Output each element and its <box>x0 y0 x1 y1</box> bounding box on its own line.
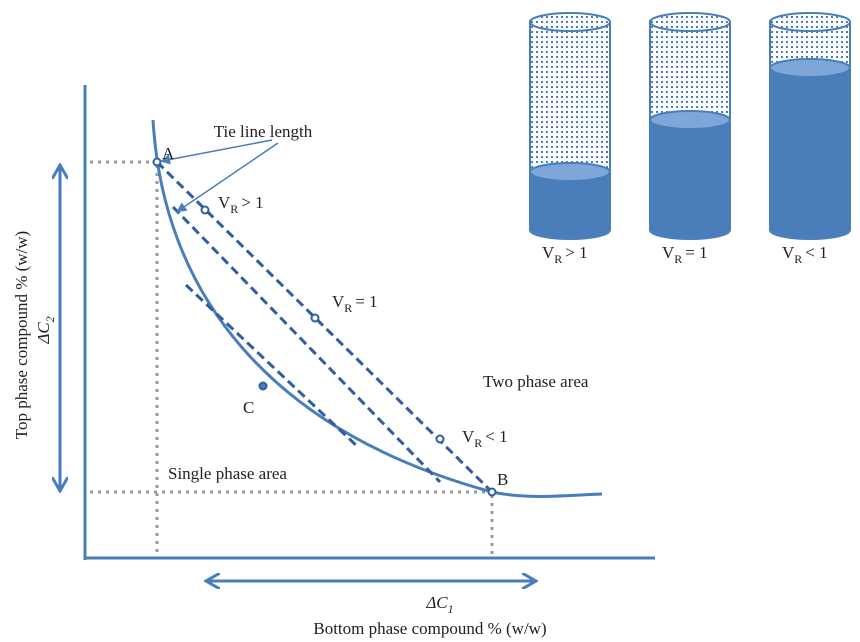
ratio-label: VR < 1 <box>462 427 508 450</box>
callout-arrows <box>160 139 279 213</box>
label-part: > 1 <box>565 243 587 262</box>
cylinder-bottom <box>649 220 731 240</box>
cylinder-label: VR < 1 <box>782 243 828 266</box>
delta-label: ΔC2 <box>34 316 57 344</box>
axes <box>83 85 655 560</box>
label-part: = 1 <box>685 243 707 262</box>
cylinder-liquid <box>770 68 850 230</box>
cylinder-bottom <box>769 220 851 240</box>
label-part: V <box>662 243 675 262</box>
cylinder-top <box>769 12 851 32</box>
delta-arrows <box>60 166 535 581</box>
label-part: R <box>794 252 802 266</box>
area-label: Two phase area <box>483 372 589 391</box>
points <box>152 157 497 497</box>
label-part: R <box>674 252 682 266</box>
binodal-curve <box>151 119 603 498</box>
liquid-surface <box>769 58 851 78</box>
cylinder-top <box>529 12 611 32</box>
liquid-surface <box>649 110 731 130</box>
x-axis-label: Bottom phase compound % (w/w) <box>313 619 546 638</box>
cylinder-empty <box>650 22 730 120</box>
area-label: Single phase area <box>168 464 287 483</box>
cylinder-empty <box>530 22 610 172</box>
cylinder-label: VR > 1 <box>542 243 588 266</box>
delta-label: ΔC1 <box>425 593 453 616</box>
liquid-surface <box>529 162 611 182</box>
label-part: R <box>554 252 562 266</box>
cylinders: VR > 1 VR = 1 VR < 1 <box>529 12 851 266</box>
cylinder-top <box>649 12 731 32</box>
point-label: B <box>497 470 508 489</box>
ratio-label: VR > 1 <box>218 193 264 216</box>
tie-line-label: Tie line length <box>214 122 313 141</box>
cylinder-label: VR = 1 <box>662 243 708 266</box>
label-part: < 1 <box>805 243 827 262</box>
cylinder-bottom <box>529 220 611 240</box>
y-axis-label: Top phase compound % (w/w) <box>12 231 31 439</box>
point-label: C <box>243 398 254 417</box>
ratio-label: VR = 1 <box>332 292 378 315</box>
cylinder-liquid <box>650 120 730 230</box>
label-part: V <box>782 243 795 262</box>
guide-lines <box>90 160 494 556</box>
label-part: V <box>542 243 555 262</box>
tie-lines <box>155 160 494 494</box>
point-label: A <box>162 144 175 163</box>
